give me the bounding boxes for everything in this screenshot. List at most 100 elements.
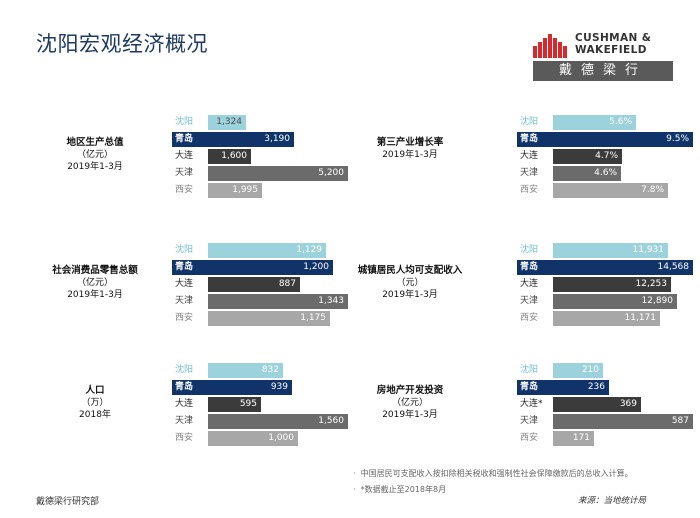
chart-unit: （亿元） xyxy=(391,398,428,408)
logo-chinese: 戴德梁行 xyxy=(533,61,673,81)
city-label: 大连 xyxy=(172,149,212,164)
chart-title: 城镇居民人均可支配收入 xyxy=(357,265,463,276)
city-label: 大连* xyxy=(517,397,557,412)
bar: 171 xyxy=(553,431,594,446)
bar-value: 5,200 xyxy=(318,168,344,178)
city-label: 青岛 xyxy=(517,260,557,275)
footnote-2-text: *数据截止至2018年8月 xyxy=(360,485,447,494)
bar: 5.6% xyxy=(553,115,636,130)
chart-period: 2019年1-3月 xyxy=(382,150,438,160)
chart-period: 2019年1-3月 xyxy=(382,290,438,300)
chart-label: 城镇居民人均可支配收入 （元） 2019年1-3月 xyxy=(345,265,475,301)
city-label: 西安 xyxy=(172,311,212,326)
bar-value: 4.7% xyxy=(595,151,618,161)
bar: 1,324 xyxy=(208,115,246,130)
footnote-2: · *数据截止至2018年8月 xyxy=(353,485,447,494)
city-label: 青岛 xyxy=(172,380,212,395)
chart-unit: （亿元） xyxy=(76,150,113,160)
city-label: 天津 xyxy=(172,166,212,181)
chart-title: 地区生产总值 xyxy=(66,137,124,148)
bar-value: 171 xyxy=(572,433,590,443)
bar-value: 4.6% xyxy=(594,168,617,178)
bar: 9.5% xyxy=(553,132,693,147)
bar: 5,200 xyxy=(208,166,348,181)
logo-bars-icon xyxy=(533,34,567,58)
bar: 832 xyxy=(208,363,283,378)
city-label: 西安 xyxy=(517,311,557,326)
chart-population: 人口 （万） 2018年 沈阳 832 青岛 939 大连 595 天津 1,560 西安 1,000 xyxy=(0,363,348,463)
chart-unit: （元） xyxy=(396,278,424,288)
city-label: 青岛 xyxy=(172,132,212,147)
bar-value: 14,568 xyxy=(657,262,690,272)
bar-value: 1,175 xyxy=(300,313,326,323)
chart-unit: （亿元） xyxy=(76,278,113,288)
bar: 1,200 xyxy=(208,260,333,275)
city-label: 西安 xyxy=(172,431,212,446)
bar: 4.6% xyxy=(553,166,621,181)
chart-real-estate-investment: 房地产开发投资 （亿元） 2019年1-3月 沈阳 210 青岛 236 大连* 369 天津 58… xyxy=(345,363,693,463)
city-label: 大连 xyxy=(517,277,557,292)
bar-value: 587 xyxy=(671,416,689,426)
footnote-1-text: 中国居民可支配收入按扣除相关税收和强制性社会保障缴款后的总收入计算。 xyxy=(360,469,633,478)
page-title: 沈阳宏观经济概况 xyxy=(36,32,208,56)
footer-source: 来源：当地统计局 xyxy=(578,496,647,506)
bar: 939 xyxy=(208,380,292,395)
chart-label: 人口 （万） 2018年 xyxy=(20,385,170,421)
logo-line-2: WAKEFIELD xyxy=(575,44,647,56)
city-label: 沈阳 xyxy=(172,115,212,130)
bar-value: 1,324 xyxy=(216,117,242,127)
chart-period: 2019年1-3月 xyxy=(382,410,438,420)
city-label: 沈阳 xyxy=(517,243,557,258)
bar-value: 12,253 xyxy=(635,279,668,289)
bar: 1,175 xyxy=(208,311,330,326)
city-label: 天津 xyxy=(517,294,557,309)
bar: 12,890 xyxy=(553,294,677,309)
chart-title: 第三产业增长率 xyxy=(376,137,444,148)
bar-value: 1,129 xyxy=(296,245,322,255)
bar-value: 11,171 xyxy=(624,313,657,323)
cushman-wakefield-logo: CUSHMAN & WAKEFIELD 戴德梁行 xyxy=(533,28,673,81)
bar-value: 939 xyxy=(270,382,288,392)
bar-value: 887 xyxy=(278,279,296,289)
footnotes: · 中国居民可支配收入按扣除相关税收和强制性社会保障缴款后的总收入计算。 · *… xyxy=(353,466,633,498)
bar-value: 832 xyxy=(261,365,279,375)
chart-period: 2019年1-3月 xyxy=(67,162,123,172)
chart-title: 社会消费品零售总额 xyxy=(52,265,138,276)
bar: 1,600 xyxy=(208,149,251,164)
city-label: 天津 xyxy=(517,414,557,429)
city-label: 青岛 xyxy=(517,132,557,147)
bar: 4.7% xyxy=(553,149,622,164)
chart-unit: （万） xyxy=(81,398,109,408)
bar: 1,000 xyxy=(208,431,298,446)
bar: 887 xyxy=(208,277,300,292)
bar: 1,995 xyxy=(208,183,262,198)
bar-value: 3,190 xyxy=(264,134,290,144)
chart-period: 2018年 xyxy=(79,410,111,420)
chart-label: 地区生产总值 （亿元） 2019年1-3月 xyxy=(20,137,170,173)
bar-value: 9.5% xyxy=(666,134,689,144)
chart-disposable-income: 城镇居民人均可支配收入 （元） 2019年1-3月 沈阳 11,931 青岛 14,568 大… xyxy=(345,243,693,343)
bar: 1,343 xyxy=(208,294,348,309)
bar: 12,253 xyxy=(553,277,671,292)
bar-value: 1,343 xyxy=(318,296,344,306)
city-label: 青岛 xyxy=(517,380,557,395)
city-label: 西安 xyxy=(517,183,557,198)
bar-value: 1,600 xyxy=(221,151,247,161)
city-label: 沈阳 xyxy=(172,243,212,258)
city-label: 沈阳 xyxy=(517,363,557,378)
city-label: 大连 xyxy=(172,397,212,412)
bar-value: 12,890 xyxy=(641,296,674,306)
bar-value: 1,000 xyxy=(268,433,294,443)
bar-value: 210 xyxy=(581,365,599,375)
footnote-1: · 中国居民可支配收入按扣除相关税收和强制性社会保障缴款后的总收入计算。 xyxy=(353,469,633,478)
bar-value: 11,931 xyxy=(632,245,665,255)
city-label: 天津 xyxy=(172,294,212,309)
city-label: 西安 xyxy=(517,431,557,446)
city-label: 天津 xyxy=(172,414,212,429)
chart-title: 房地产开发投资 xyxy=(376,385,444,396)
city-label: 沈阳 xyxy=(172,363,212,378)
bar-value: 595 xyxy=(239,399,257,409)
bar: 236 xyxy=(553,380,609,395)
city-label: 大连 xyxy=(172,277,212,292)
bar: 11,931 xyxy=(553,243,668,258)
